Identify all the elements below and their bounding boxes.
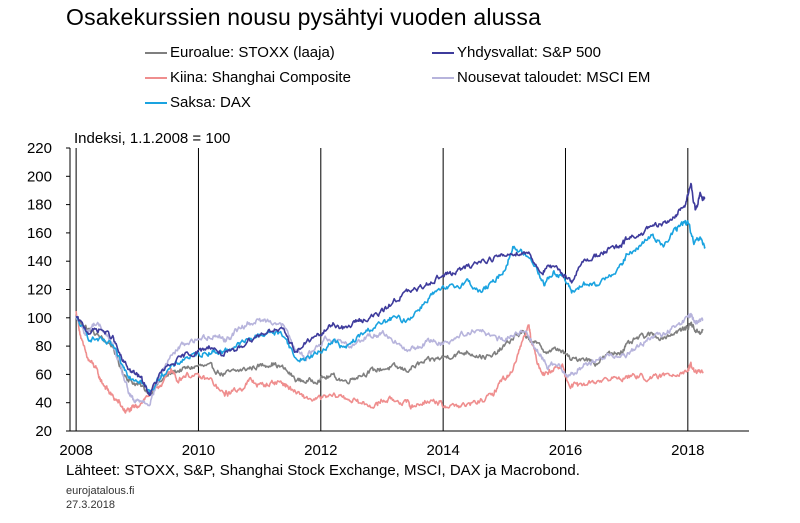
legend-item-dax: Saksa: DAX	[145, 94, 251, 111]
legend-item-sp500: Yhdysvallat: S&P 500	[432, 44, 601, 61]
legend-item-stoxx: Euroalue: STOXX (laaja)	[145, 44, 335, 61]
x-tick-label: 2016	[549, 442, 582, 459]
legend-label-msci-em: Nousevat taloudet: MSCI EM	[457, 69, 651, 86]
legend-swatch-stoxx	[145, 51, 167, 54]
x-tick-label: 2014	[426, 442, 459, 459]
y-tick-label: 100	[27, 310, 52, 327]
x-tick-label: 2008	[59, 442, 92, 459]
y-tick-label: 120	[27, 282, 52, 299]
legend-swatch-shanghai	[145, 76, 167, 79]
series-lines	[75, 182, 706, 414]
grid-lines	[75, 148, 689, 431]
x-tick-label: 2010	[182, 442, 215, 459]
y-tick-label: 60	[35, 366, 52, 383]
y-tick-label: 140	[27, 253, 52, 270]
legend-item-shanghai: Kiina: Shanghai Composite	[145, 69, 351, 86]
legend-swatch-dax	[145, 101, 167, 104]
y-tick-label: 180	[27, 197, 52, 214]
chart-title: Osakekurssien nousu pysähtyi vuoden alus…	[66, 4, 542, 30]
y-tick-label: 160	[27, 225, 52, 242]
series-line-saksa-dax	[75, 219, 706, 395]
legend-item-msci-em: Nousevat taloudet: MSCI EM	[432, 69, 650, 86]
source-note: Lähteet: STOXX, S&P, Shanghai Stock Exch…	[66, 462, 580, 479]
legend-label-dax: Saksa: DAX	[170, 94, 251, 111]
series-line-kiina-shanghai-composite	[75, 310, 704, 414]
x-tick-label: 2018	[671, 442, 704, 459]
y-tick-label: 200	[27, 168, 52, 185]
legend-swatch-sp500	[432, 51, 454, 54]
legend-label-shanghai: Kiina: Shanghai Composite	[170, 69, 351, 86]
y-tick-label: 40	[35, 395, 52, 412]
legend-label-stoxx: Euroalue: STOXX (laaja)	[170, 44, 335, 61]
axes	[66, 147, 749, 432]
legend-label-sp500: Yhdysvallat: S&P 500	[457, 44, 601, 61]
y-axis-unit-label: Indeksi, 1.1.2008 = 100	[74, 130, 231, 147]
tick-labels: 20 40 60 80 100 120 140 160 180 200 220 2008 2010 201…	[27, 140, 705, 459]
series-line-yhdysvallat-s-p-500	[75, 182, 706, 397]
publish-date: 27.3.2018	[66, 499, 115, 511]
y-tick-label: 20	[35, 423, 52, 440]
y-tick-label: 220	[27, 140, 52, 157]
y-tick-label: 80	[35, 338, 52, 355]
site-name: eurojatalous.fi	[66, 485, 135, 497]
series-line-nousevat-taloudet-msci-em	[75, 312, 704, 407]
legend-swatch-msci-em	[432, 76, 454, 79]
series-line-euroalue-stoxx-laaja	[75, 316, 704, 396]
x-tick-label: 2012	[304, 442, 337, 459]
